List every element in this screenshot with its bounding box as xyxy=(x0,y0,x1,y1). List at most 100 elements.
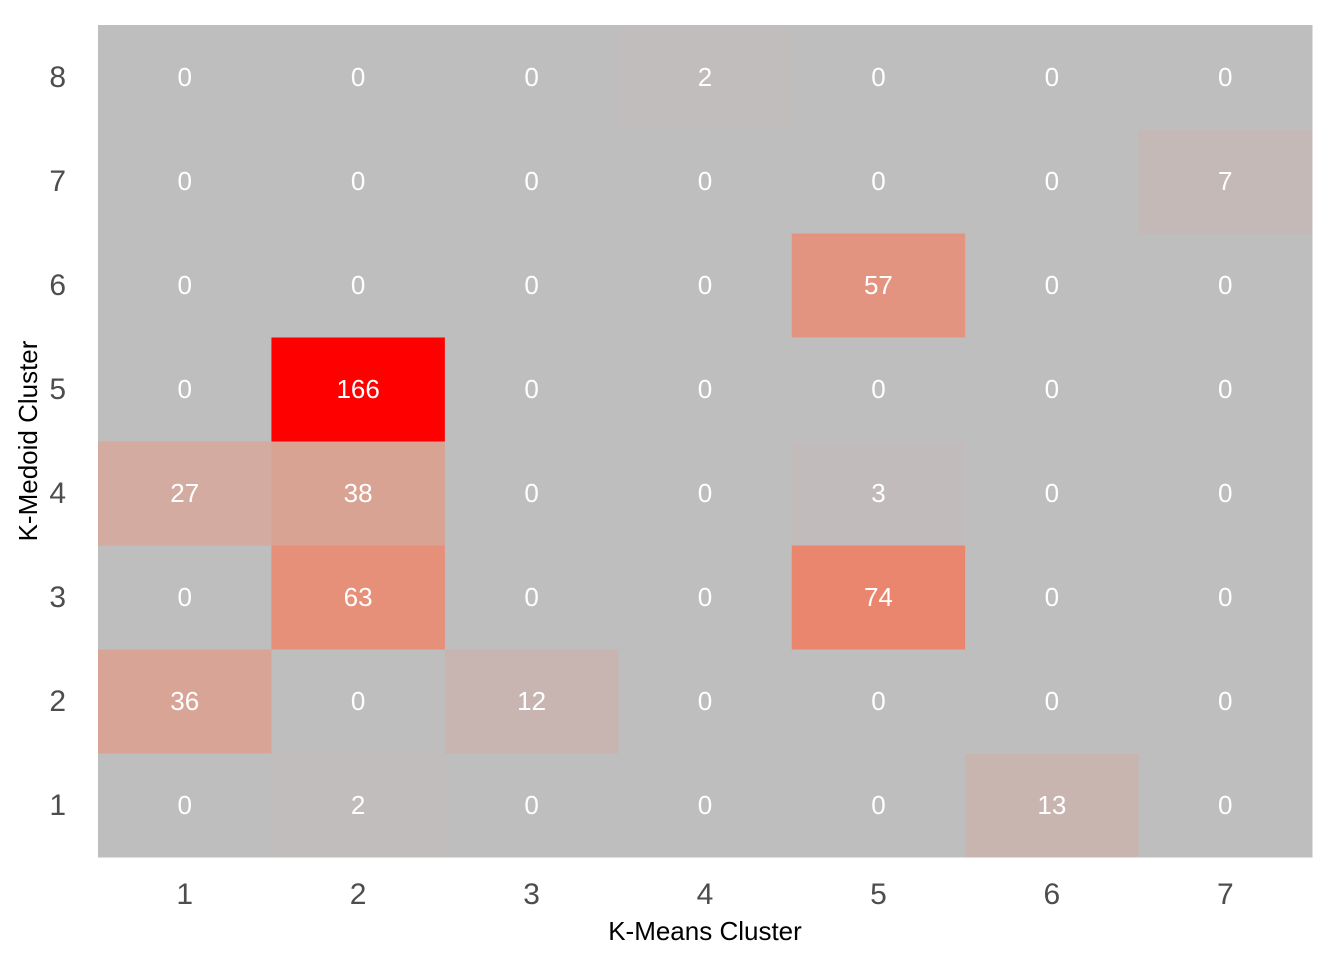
heatmap-cell xyxy=(618,25,793,130)
heatmap-cells: 0 2 0 0 0 13 036 0 12 0 0 0 00 63 0 0 74 0 027 38 0 0 3 0 00 166 0… xyxy=(98,25,1313,858)
y-tick-label: 7 xyxy=(49,165,66,198)
x-tick-label: 4 xyxy=(697,878,714,911)
cell-value-label: 0 xyxy=(351,270,365,300)
heatmap-cell xyxy=(791,337,966,442)
cell-value-label: 0 xyxy=(871,790,885,820)
cell-value-label: 0 xyxy=(1218,582,1232,612)
cell-value-label: 0 xyxy=(524,582,538,612)
x-tick-label: 5 xyxy=(870,878,887,911)
heatmap-cell xyxy=(965,129,1140,234)
cell-value-label: 0 xyxy=(351,686,365,716)
cell-value-label: 74 xyxy=(864,582,893,612)
heatmap-cell xyxy=(965,753,1140,858)
heatmap-cell xyxy=(444,25,619,130)
heatmap-cell xyxy=(791,753,966,858)
heatmap-cell xyxy=(791,441,966,546)
heatmap-cell xyxy=(1138,25,1313,130)
cell-value-label: 0 xyxy=(1045,270,1059,300)
heatmap-cell xyxy=(271,337,446,442)
y-axis-ticks: 1 2 3 4 5 6 7 8 xyxy=(49,61,66,822)
cell-value-label: 13 xyxy=(1037,790,1066,820)
cell-value-label: 3 xyxy=(871,478,885,508)
cell-value-label: 38 xyxy=(344,478,373,508)
heatmap-cell xyxy=(618,337,793,442)
cell-value-label: 0 xyxy=(1218,270,1232,300)
cell-value-label: 0 xyxy=(698,478,712,508)
cell-value-label: 0 xyxy=(524,270,538,300)
cell-value-label: 0 xyxy=(177,790,191,820)
heatmap-cell xyxy=(444,337,619,442)
cell-value-label: 36 xyxy=(170,686,199,716)
cell-value-label: 0 xyxy=(177,374,191,404)
cell-value-label: 0 xyxy=(524,478,538,508)
heatmap-cell xyxy=(618,129,793,234)
x-tick-label: 1 xyxy=(176,878,193,911)
heatmap-cell xyxy=(98,25,272,130)
heatmap-cell xyxy=(98,545,272,650)
heatmap-cell xyxy=(271,441,446,546)
heatmap-cell xyxy=(618,545,793,650)
cell-value-label: 0 xyxy=(698,686,712,716)
cell-value-label: 2 xyxy=(698,62,712,92)
x-tick-label: 3 xyxy=(523,878,540,911)
cell-value-label: 0 xyxy=(1218,686,1232,716)
heatmap-cell xyxy=(618,233,793,338)
cell-value-label: 0 xyxy=(698,582,712,612)
heatmap-cell xyxy=(444,233,619,338)
heatmap-cell xyxy=(618,441,793,546)
heatmap-cell xyxy=(965,441,1140,546)
heatmap-cell xyxy=(1138,129,1313,234)
cell-value-label: 7 xyxy=(1218,166,1232,196)
y-tick-label: 3 xyxy=(49,581,66,614)
heatmap-cell xyxy=(271,545,446,650)
y-tick-label: 1 xyxy=(49,789,66,822)
cell-value-label: 0 xyxy=(871,166,885,196)
heatmap-cell xyxy=(444,753,619,858)
heatmap-cell xyxy=(271,649,446,754)
cell-value-label: 0 xyxy=(871,686,885,716)
heatmap-cell xyxy=(1138,337,1313,442)
cell-value-label: 2 xyxy=(351,790,365,820)
x-axis-title: K-Means Cluster xyxy=(608,916,802,946)
cell-value-label: 63 xyxy=(344,582,373,612)
cell-value-label: 0 xyxy=(1218,62,1232,92)
cell-value-label: 0 xyxy=(871,374,885,404)
heatmap-cell xyxy=(965,233,1140,338)
heatmap-cell xyxy=(98,753,272,858)
heatmap-cell xyxy=(444,649,619,754)
cell-value-label: 0 xyxy=(1045,686,1059,716)
cell-value-label: 0 xyxy=(1045,62,1059,92)
heatmap-cell xyxy=(98,337,272,442)
cell-value-label: 0 xyxy=(698,790,712,820)
cell-value-label: 0 xyxy=(871,62,885,92)
cell-value-label: 0 xyxy=(1218,478,1232,508)
cell-value-label: 0 xyxy=(524,166,538,196)
cell-value-label: 166 xyxy=(336,374,379,404)
cell-value-label: 0 xyxy=(351,62,365,92)
x-tick-label: 7 xyxy=(1217,878,1234,911)
heatmap-cell xyxy=(1138,649,1313,754)
y-tick-label: 4 xyxy=(49,477,66,510)
cell-value-label: 0 xyxy=(524,62,538,92)
heatmap-cell xyxy=(791,25,966,130)
cell-value-label: 12 xyxy=(517,686,546,716)
heatmap-cell xyxy=(1138,441,1313,546)
cell-value-label: 0 xyxy=(1218,790,1232,820)
cell-value-label: 0 xyxy=(698,270,712,300)
heatmap-cell xyxy=(271,129,446,234)
x-axis-ticks: 1 2 3 4 5 6 7 xyxy=(176,878,1233,911)
heatmap-cell xyxy=(965,649,1140,754)
y-tick-label: 2 xyxy=(49,685,66,718)
cell-value-label: 27 xyxy=(170,478,199,508)
heatmap-cell xyxy=(965,25,1140,130)
cell-value-label: 0 xyxy=(177,270,191,300)
heatmap-cell xyxy=(791,233,966,338)
heatmap-cell xyxy=(444,545,619,650)
heatmap-cell xyxy=(271,25,446,130)
heatmap-cell xyxy=(444,129,619,234)
cell-value-label: 0 xyxy=(1045,582,1059,612)
heatmap-cell xyxy=(791,649,966,754)
heatmap-cell xyxy=(1138,753,1313,858)
heatmap-cell xyxy=(271,753,446,858)
